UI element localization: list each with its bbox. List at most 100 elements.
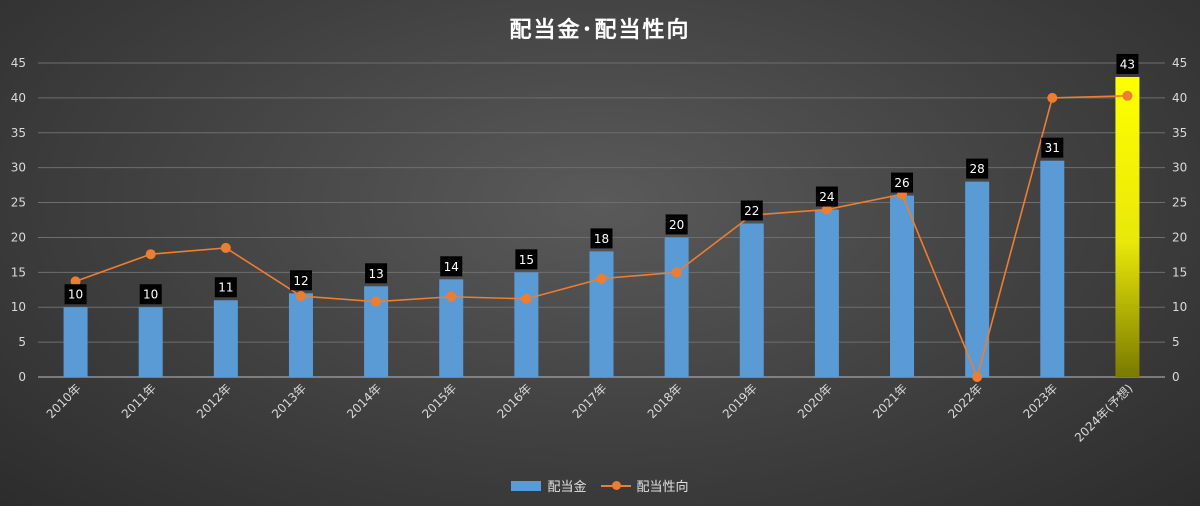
data-label: 14 (444, 260, 459, 274)
data-label: 31 (1045, 141, 1060, 155)
bar (814, 209, 839, 377)
x-tick-label: 2023年 (1020, 381, 1060, 421)
bar (138, 307, 163, 377)
line-point (671, 267, 682, 278)
y-tick-label-right: 40 (1172, 91, 1187, 105)
y-tick-label-right: 30 (1172, 161, 1187, 175)
data-label-box (365, 263, 388, 284)
data-label-box (139, 284, 162, 305)
bar (664, 237, 689, 377)
data-label-box (815, 186, 838, 207)
bar (213, 300, 238, 377)
data-label: 18 (594, 232, 609, 246)
x-tick-label: 2018年 (645, 381, 685, 421)
line-point (596, 273, 607, 284)
data-label-box (1116, 53, 1139, 74)
data-label: 26 (894, 176, 909, 190)
data-label: 15 (519, 253, 534, 267)
data-label: 43 (1120, 57, 1135, 71)
y-tick-label-right: 0 (1172, 370, 1180, 384)
line-point (1122, 90, 1133, 101)
line-point (70, 276, 81, 287)
data-label-box (891, 172, 914, 193)
bar (890, 195, 915, 377)
line-point (1047, 92, 1058, 103)
y-tick-label-left: 5 (18, 335, 26, 349)
line-point (371, 296, 382, 307)
x-tick-label: 2014年 (344, 381, 384, 421)
x-tick-label: 2015年 (419, 381, 459, 421)
bar (514, 272, 539, 377)
y-tick-label-right: 25 (1172, 196, 1187, 210)
x-tick-label: 2013年 (269, 381, 309, 421)
data-label: 20 (669, 218, 684, 232)
bar (1040, 160, 1065, 377)
y-tick-label-right: 5 (1172, 335, 1180, 349)
data-label-box (214, 277, 237, 298)
legend-swatch-bar (511, 480, 542, 491)
bar-data-labels: 10 10 11 12 13 14 15 18 20 22 24 26 28 31 43 (64, 53, 1139, 305)
legend-swatch-line (600, 480, 631, 491)
data-label: 28 (970, 162, 985, 176)
data-label-box (966, 158, 989, 179)
data-label-box (515, 249, 538, 270)
bar (589, 251, 614, 377)
x-tick-label: 2010年 (44, 381, 84, 421)
x-tick-label: 2021年 (870, 381, 910, 421)
y-tick-label-left: 25 (11, 196, 26, 210)
line-point (220, 242, 231, 253)
y-tick-label-left: 35 (11, 126, 26, 140)
x-tick-label: 2019年 (720, 381, 760, 421)
line-point (295, 291, 306, 302)
data-label-box (740, 200, 763, 221)
y-tick-label-left: 30 (11, 161, 26, 175)
line-point (972, 372, 983, 382)
data-label: 24 (819, 190, 834, 204)
legend-label-dividend: 配当金 (547, 480, 587, 495)
right-axis-tick-labels: 0 5 10 15 20 25 30 35 40 45 (1172, 56, 1187, 384)
y-tick-label-right: 10 (1172, 300, 1187, 314)
legend-item-payout: 配当性向 (600, 476, 689, 495)
data-label: 11 (218, 281, 233, 295)
x-axis-tick-labels: 2010年 2011年 2012年 2013年 2014年 2015年 2016年 2017年… (44, 381, 1136, 445)
legend-label-payout: 配当性向 (636, 480, 689, 495)
bar (63, 307, 88, 377)
y-tick-label-left: 40 (11, 91, 26, 105)
data-label: 12 (293, 274, 308, 288)
y-tick-label-left: 45 (11, 56, 26, 70)
data-label-box (440, 256, 463, 277)
line-point (446, 291, 457, 302)
left-axis-tick-labels: 0 5 10 15 20 25 30 35 40 45 (11, 56, 26, 384)
x-tick-label: 2024年(予想) (1071, 381, 1135, 445)
data-label: 10 (143, 288, 158, 302)
data-label-box (1041, 137, 1064, 158)
x-tick-label: 2017年 (570, 381, 610, 421)
data-label: 13 (368, 267, 383, 281)
line-point (521, 293, 532, 304)
x-tick-label: 2012年 (194, 381, 234, 421)
y-tick-label-right: 35 (1172, 126, 1187, 140)
bar (288, 293, 313, 377)
y-tick-label-left: 0 (18, 370, 26, 384)
y-tick-label-right: 45 (1172, 56, 1187, 70)
chart-legend: 配当金 配当性向 (0, 476, 1200, 495)
line-point (145, 249, 156, 260)
y-tick-label-right: 20 (1172, 230, 1187, 244)
y-tick-label-right: 15 (1172, 265, 1187, 279)
x-tick-label: 2022年 (945, 381, 985, 421)
data-label-box (64, 284, 87, 305)
bar-highlight (1115, 76, 1140, 377)
legend-item-dividend: 配当金 (511, 476, 587, 495)
x-tick-label: 2020年 (795, 381, 835, 421)
data-label: 22 (744, 204, 759, 218)
chart-title: 配当金･配当性向 (509, 18, 691, 43)
line-point (821, 204, 832, 215)
y-tick-label-left: 15 (11, 265, 26, 279)
x-tick-label: 2016年 (495, 381, 535, 421)
y-tick-label-left: 10 (11, 300, 26, 314)
dividend-bars (63, 76, 1140, 377)
data-label-box (665, 214, 688, 235)
y-tick-label-left: 20 (11, 230, 26, 244)
data-label-box (590, 228, 613, 249)
